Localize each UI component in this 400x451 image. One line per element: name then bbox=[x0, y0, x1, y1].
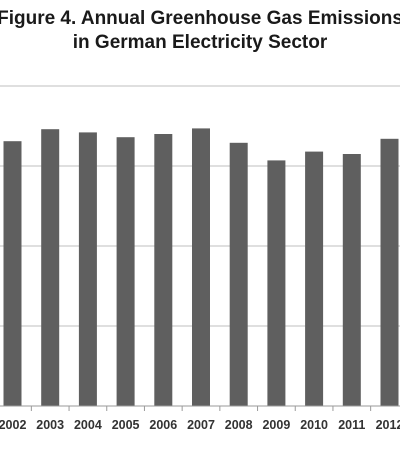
bar-2012 bbox=[380, 138, 399, 407]
bar-2003 bbox=[41, 129, 60, 406]
chart-title-line-1: Figure 4. Annual Greenhouse Gas Emission… bbox=[0, 8, 400, 29]
bar-2010 bbox=[305, 151, 324, 406]
bar-2009 bbox=[267, 160, 286, 406]
x-tick-label-2003: 2003 bbox=[36, 418, 64, 432]
x-tick-label-2006: 2006 bbox=[149, 418, 177, 432]
bar-2007 bbox=[192, 128, 210, 406]
x-tick-label-2010: 2010 bbox=[300, 418, 328, 432]
x-tick-label-2012: 2012 bbox=[376, 418, 400, 432]
bar-2005 bbox=[116, 137, 135, 406]
bar-2008 bbox=[229, 142, 248, 407]
x-tick-label-2011: 2011 bbox=[338, 418, 365, 432]
chart-title-line-2: in German Electricity Sector bbox=[72, 32, 328, 53]
x-tick-label-2005: 2005 bbox=[112, 418, 140, 432]
x-tick-label-2008: 2008 bbox=[225, 418, 253, 432]
bar-2006 bbox=[154, 134, 173, 406]
bar-2004 bbox=[78, 132, 97, 406]
x-tick-label-2002: 2002 bbox=[0, 418, 26, 432]
x-tick-label-2004: 2004 bbox=[74, 418, 102, 432]
bar-2011 bbox=[342, 154, 361, 406]
x-tick-label-2009: 2009 bbox=[262, 418, 290, 432]
bar-2002 bbox=[3, 141, 22, 406]
x-tick-label-2007: 2007 bbox=[187, 418, 215, 432]
